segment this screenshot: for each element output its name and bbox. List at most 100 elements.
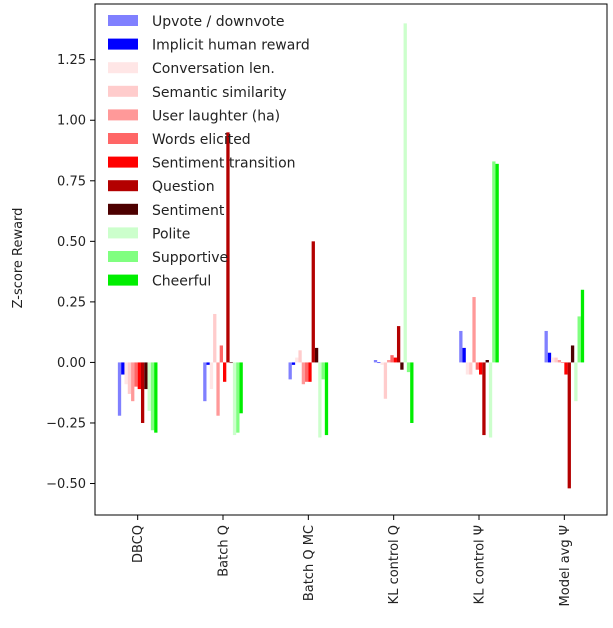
bar — [288, 362, 292, 380]
bar — [561, 362, 565, 364]
bar — [301, 362, 306, 385]
legend-swatch — [108, 180, 138, 192]
bar — [373, 360, 378, 363]
bar — [209, 362, 214, 390]
legend-label: Conversation len. — [152, 61, 275, 77]
y-tick-label: 1.00 — [57, 114, 86, 129]
legend-swatch — [108, 203, 138, 215]
x-tick-label: Batch Q MC — [302, 525, 317, 601]
bar — [564, 362, 568, 375]
bar — [213, 313, 217, 363]
bar — [311, 241, 315, 363]
legend-label: Sentiment — [152, 203, 225, 219]
y-axis-title: Z-score Reward — [11, 208, 26, 309]
x-tick-label: Model avg Ψ — [558, 525, 573, 606]
bar — [403, 23, 407, 363]
bar — [387, 360, 391, 363]
bar — [380, 362, 384, 365]
legend: Upvote / downvote Implicit human reward Co… — [108, 14, 310, 290]
bar — [124, 362, 128, 385]
legend-label: Sentiment transition — [152, 156, 296, 172]
bar — [321, 362, 325, 380]
bar — [291, 362, 296, 365]
bar — [131, 362, 135, 402]
bar — [239, 362, 243, 414]
y-tick-label: 1.25 — [57, 53, 86, 68]
bar — [557, 360, 562, 363]
y-tick-label: −0.50 — [46, 477, 86, 492]
legend-label: Implicit human reward — [152, 38, 310, 54]
legend-swatch — [108, 251, 138, 262]
legend-label: Supportive — [152, 250, 228, 266]
bar — [117, 362, 122, 416]
x-tick-label: KL control Q — [387, 525, 402, 604]
legend-swatch — [108, 156, 138, 168]
plot-frame — [94, 3, 608, 516]
y-tick-label: 0.00 — [57, 356, 86, 371]
bar — [485, 360, 489, 363]
legend-swatch — [108, 62, 138, 74]
bar — [219, 345, 223, 363]
bar — [223, 362, 227, 382]
bar — [308, 362, 312, 382]
bar — [236, 362, 240, 433]
y-tick-label: 0.25 — [57, 295, 86, 310]
bar — [554, 357, 558, 363]
bar — [324, 362, 329, 436]
bar — [232, 362, 237, 436]
legend-label: Question — [152, 179, 215, 195]
bar — [121, 362, 125, 375]
y-tick-label: 0.75 — [57, 174, 86, 189]
bar — [134, 362, 138, 387]
bar — [140, 362, 145, 423]
plot-area — [117, 23, 585, 489]
bar — [465, 362, 470, 375]
bar — [318, 362, 322, 438]
bar — [577, 316, 581, 363]
legend-swatch — [108, 15, 138, 26]
legend-swatch — [108, 109, 138, 121]
bar — [314, 347, 319, 363]
bar — [390, 355, 394, 363]
bar — [203, 362, 207, 402]
bar — [216, 362, 220, 416]
legend-swatch — [108, 274, 138, 286]
bar — [462, 347, 466, 363]
bar — [570, 345, 575, 363]
legend-label: Upvote / downvote — [152, 14, 284, 30]
bar — [127, 362, 132, 394]
bar — [144, 362, 148, 390]
y-tick-label: 0.50 — [57, 235, 86, 250]
axes: −0.50 −0.25 0.00 0.25 0.50 0.75 1.00 1.25 DBCQ Ba… — [46, 3, 608, 606]
legend-swatch — [108, 38, 138, 50]
bar — [393, 357, 397, 363]
bar — [396, 326, 401, 363]
legend-swatch — [108, 85, 138, 97]
bar — [377, 362, 381, 364]
bar — [298, 350, 302, 363]
bar — [492, 161, 496, 363]
bar — [383, 362, 388, 399]
bar — [406, 362, 411, 373]
legend-label: User laughter (ha) — [152, 108, 280, 124]
legend-label: Polite — [152, 226, 190, 242]
bar — [150, 362, 155, 431]
bar — [547, 352, 552, 363]
bar — [488, 362, 493, 438]
bar — [567, 362, 571, 489]
legend-swatch — [108, 227, 138, 239]
x-tick-label: Batch Q — [217, 525, 232, 577]
x-tick-label: KL control Ψ — [473, 525, 488, 604]
bar — [469, 362, 473, 375]
bar — [154, 362, 158, 433]
bar — [305, 362, 309, 382]
bar — [137, 362, 141, 390]
bar — [206, 362, 210, 365]
bar — [472, 297, 476, 363]
bar — [495, 163, 499, 363]
bar — [580, 289, 585, 363]
bar — [147, 362, 151, 411]
bar — [229, 362, 233, 364]
legend-label: Words elicited — [152, 132, 251, 148]
